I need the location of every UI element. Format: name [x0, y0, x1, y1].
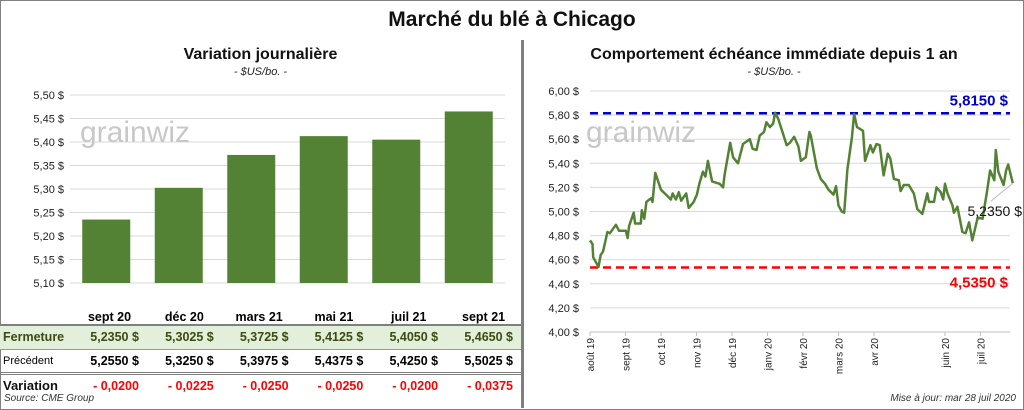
price-line — [588, 111, 1015, 269]
y-tick-label: 5,10 $ — [33, 278, 64, 290]
line-chart: 4,00 $ 4,20 $ 4,40 $ 4,60 $ 4,80 $ 5,00 $ 5,20… — [548, 86, 1023, 375]
y-tick-label: 5,15 $ — [33, 255, 64, 267]
column-header: déc 20 — [164, 309, 204, 324]
cell: - 0,0225 — [167, 378, 214, 393]
watermark: grainwiz — [80, 116, 190, 149]
y-tick-label: 5,00 $ — [548, 207, 579, 219]
watermark: grainwiz — [586, 116, 696, 149]
y-tick-label: 5,50 $ — [33, 90, 64, 102]
bar-chart: 5,10 $ 5,15 $ 5,20 $ 5,25 $ 5,30 $ 5,35 $ 5,40… — [33, 90, 505, 290]
source-note: Source: CME Group — [4, 393, 95, 404]
cell: 5,4125 $ — [296, 324, 372, 350]
y-tick-label: 4,20 $ — [548, 303, 579, 315]
y-tick-label: 5,80 $ — [548, 110, 579, 122]
update-note: Mise à jour: mar 28 juil 2020 — [890, 393, 1016, 404]
min-label: 4,5350 $ — [950, 275, 1009, 292]
table-row-fermeture: Fermeture 5,2350 $ 5,3025 $ 5,3725 $ 5,4… — [0, 324, 521, 350]
cell: - 0,0375 — [467, 378, 513, 393]
y-tick-label: 5,45 $ — [33, 114, 64, 126]
column-header: mars 21 — [235, 309, 283, 324]
table-row-precedent: Précédent 5,2550 $ 5,3250 $ 5,3975 $ 5,4… — [0, 349, 521, 375]
cell: 5,2350 $ — [72, 324, 147, 350]
cell: - 0,0250 — [242, 378, 289, 393]
y-tick-label: 5,60 $ — [548, 134, 579, 146]
cell: 5,2550 $ — [72, 349, 147, 375]
column-header: juil 21 — [391, 309, 427, 324]
column-header: sept 20 — [87, 309, 132, 324]
cell: 5,3025 $ — [146, 324, 222, 350]
y-tick-label: 5,40 $ — [548, 158, 579, 170]
row-label: Fermeture — [0, 324, 73, 350]
max-label: 5,8150 $ — [950, 92, 1009, 109]
cell: - 0,0200 — [93, 378, 139, 393]
x-tick-label: déc 19 — [728, 338, 739, 368]
x-tick-label: juil 20 — [977, 338, 988, 366]
cell: - 0,0250 — [317, 378, 364, 393]
last-label-leader — [990, 182, 1014, 202]
x-tick-label: avr 20 — [870, 338, 881, 366]
x-tick-label: janv 20 — [764, 338, 775, 372]
cell: 5,4650 $ — [446, 324, 521, 350]
prices-table: sept 20 déc 20 mars 21 mai 21 juil 21 se… — [0, 309, 521, 397]
x-tick-label: nov 19 — [693, 338, 704, 368]
y-tick-label: 5,25 $ — [33, 208, 64, 220]
x-tick-label: sept 19 — [622, 338, 633, 371]
cell: 5,4050 $ — [371, 324, 447, 350]
y-tick-label: 5,20 $ — [548, 182, 579, 194]
row-label: Variation — [3, 378, 58, 394]
main-title: Marché du blé à Chicago — [388, 8, 636, 31]
panel-divider — [521, 40, 524, 408]
row-label: Précédent — [0, 349, 73, 375]
bar-mai-21 — [299, 136, 348, 283]
bar-sept-20 — [82, 219, 131, 283]
y-tick-label: 4,80 $ — [548, 231, 579, 243]
y-tick-label: 5,20 $ — [33, 231, 64, 243]
table-header-row: sept 20 déc 20 mars 21 mai 21 juil 21 se… — [0, 309, 521, 325]
cell: 5,4250 $ — [371, 349, 447, 375]
y-tick-label: 4,40 $ — [548, 279, 579, 291]
bar-juil-21 — [372, 139, 421, 283]
cell: 5,4375 $ — [296, 349, 372, 375]
x-tick-label: août 19 — [586, 338, 597, 372]
cell: 5,3975 $ — [221, 349, 297, 375]
right-chart-unit: - $US/bo. - — [747, 66, 801, 78]
cell: 5,5025 $ — [446, 349, 521, 375]
column-header: mai 21 — [314, 309, 354, 324]
y-tick-label: 5,35 $ — [33, 161, 64, 173]
left-chart-title: Variation journalière — [183, 46, 338, 63]
table-corner — [0, 309, 72, 325]
y-tick-label: 5,30 $ — [33, 184, 64, 196]
left-chart-unit: - $US/bo. - — [233, 66, 288, 78]
right-chart-title: Comportement échéance immédiate depuis 1… — [590, 46, 958, 63]
x-tick-label: févr 20 — [799, 338, 810, 369]
y-tick-label: 4,00 $ — [548, 327, 579, 339]
y-tick-label: 6,00 $ — [548, 86, 579, 98]
cell: 5,3725 $ — [221, 324, 297, 350]
table-row-variation: Variation - 0,0200 - 0,0225 - 0,0250 - 0… — [0, 373, 521, 397]
y-tick-label: 4,60 $ — [548, 255, 579, 267]
bar-déc-20 — [154, 187, 203, 283]
bar-mars-21 — [227, 154, 276, 283]
cell: 5,3250 $ — [146, 349, 222, 375]
x-tick-label: juin 20 — [941, 338, 952, 369]
cell: - 0,0200 — [392, 378, 439, 393]
y-tick-label: 5,40 $ — [33, 137, 64, 149]
x-tick-label: oct 19 — [657, 338, 668, 366]
column-header: sept 21 — [462, 309, 506, 324]
x-tick-label: mars 20 — [835, 338, 846, 375]
bar-sept-21 — [444, 111, 493, 283]
last-value-label: 5,2350 $ — [968, 203, 1023, 219]
